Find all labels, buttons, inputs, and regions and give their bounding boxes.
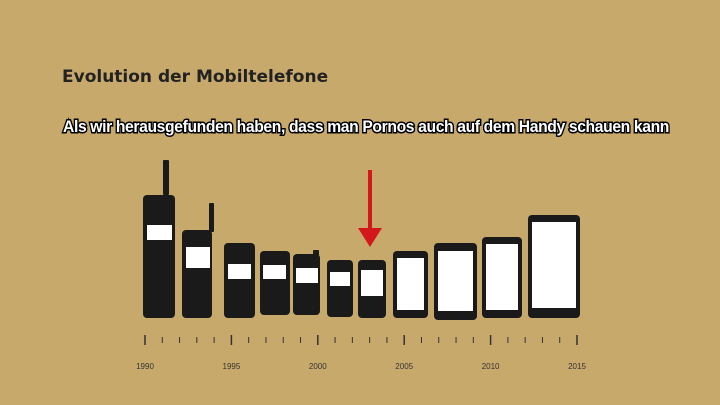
phone-body [143,195,175,318]
arrow-head [358,228,382,247]
phone [358,260,386,318]
phone [260,251,290,315]
phone-screen [228,264,251,279]
phone [434,243,477,320]
phone-screen [397,258,424,310]
year-label: 2000 [309,362,327,371]
phone [528,215,580,318]
year-label: 2005 [395,362,413,371]
phone [293,250,320,315]
phone [393,251,428,318]
year-label: 1995 [223,362,241,371]
timeline: 1990 1995 2000 2005 2010 2015 [136,335,586,371]
phone-screen [263,265,286,279]
phone-screen [296,268,318,283]
phones [143,160,580,320]
phone-screen [186,247,210,268]
year-label: 1990 [136,362,154,371]
phone-screen [147,225,172,240]
phone-antenna [163,160,169,195]
year-label: 2015 [568,362,586,371]
phone [182,203,214,318]
caption: Als wir herausgefunden haben, dass man P… [63,117,669,136]
phone-screen [532,222,576,308]
title: Evolution der Mobiltelefone [62,67,328,87]
year-label: 2010 [482,362,500,371]
phone [224,243,255,318]
phone-body [260,251,290,315]
phone-antenna [209,203,214,232]
phone-body [224,243,255,318]
phone-screen [486,244,518,310]
phone [482,237,522,318]
phone [143,160,175,318]
phone-body [293,254,320,315]
red-arrow [358,170,382,247]
phone-body [182,230,212,318]
phone-screen [330,272,350,286]
phone [327,260,353,317]
phone-body [327,260,353,317]
phone-screen [438,251,473,311]
phone-screen [361,270,383,296]
